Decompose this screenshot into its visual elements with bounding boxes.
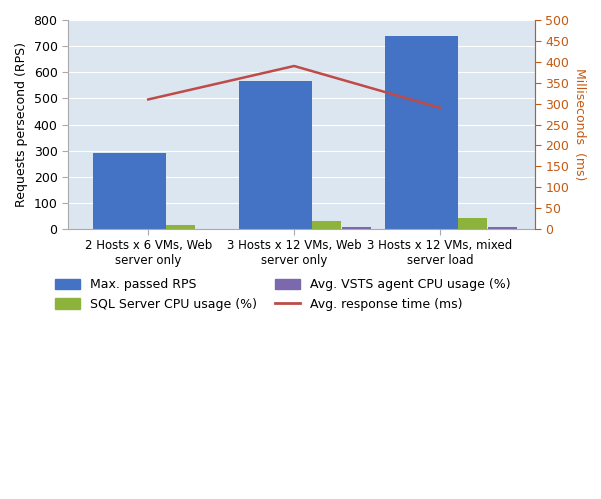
Bar — [166, 225, 195, 229]
Legend: Max. passed RPS, SQL Server CPU usage (%), Avg. VSTS agent CPU usage (%), Avg. r: Max. passed RPS, SQL Server CPU usage (%… — [55, 278, 511, 311]
Bar — [312, 221, 341, 229]
Bar — [457, 218, 487, 229]
Bar — [343, 227, 371, 229]
Bar — [385, 36, 457, 229]
Bar — [239, 81, 312, 229]
Y-axis label: Milliseconds  (ms): Milliseconds (ms) — [573, 68, 586, 181]
Y-axis label: Requests persecond (RPS): Requests persecond (RPS) — [15, 42, 28, 207]
Bar — [93, 153, 166, 229]
Bar — [488, 227, 517, 229]
